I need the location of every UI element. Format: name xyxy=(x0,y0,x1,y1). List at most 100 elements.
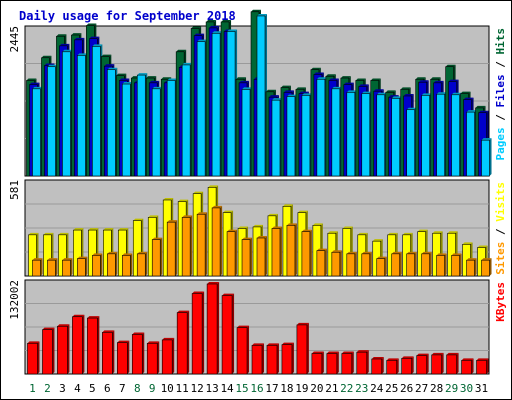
bar-kbytes-day-26-face xyxy=(401,358,412,375)
bar-sites-day-25-face xyxy=(391,253,401,277)
x-tick-label-day-9: 9 xyxy=(149,382,156,395)
chart-title: Daily usage for September 2018 xyxy=(19,9,236,23)
bar-kbytes-day-25-face xyxy=(386,360,398,375)
bar-kbytes-day-20-side xyxy=(321,351,324,374)
x-tick-label-day-8: 8 xyxy=(134,382,141,395)
bar-pages-day-12-face xyxy=(196,41,206,177)
bar-pages-day-29 xyxy=(451,92,462,177)
x-tick-label-day-13: 13 xyxy=(205,382,218,395)
bar-files-day-26-top xyxy=(403,93,414,96)
bar-visits-day-21-top xyxy=(327,231,338,234)
bar-kbytes-day-4-face xyxy=(72,316,83,375)
panel-kbytes: 132002 KBytes xyxy=(8,279,507,375)
bar-hits-day-6-top xyxy=(101,54,112,57)
bar-kbytes-day-13-face xyxy=(206,283,218,375)
bar-sites-day-9-side xyxy=(160,237,163,276)
bar-sites-day-14-face xyxy=(226,231,236,277)
bar-hits-day-12-top xyxy=(191,26,202,29)
bar-sites-day-23-top xyxy=(361,251,372,254)
bar-sites-day-27 xyxy=(421,251,432,277)
bar-visits-day-2-top xyxy=(43,232,54,235)
bar-sites-day-10 xyxy=(166,220,178,277)
bar-kbytes-day-18-side xyxy=(291,342,294,374)
bar-visits-day-27-top xyxy=(417,229,428,232)
bar-pages-day-29-top xyxy=(451,92,462,95)
bar-sites-day-30 xyxy=(466,258,477,277)
bar-sites-day-19-face xyxy=(301,231,311,277)
bar-kbytes-day-27-face xyxy=(416,355,427,375)
bar-sites-day-27-side xyxy=(429,251,432,276)
bar-sites-day-3-side xyxy=(70,258,73,276)
bar-hits-day-5-top xyxy=(86,23,97,26)
bar-sites-day-9 xyxy=(151,237,163,277)
bar-hits-day-2-top xyxy=(41,55,52,58)
bar-pages-day-18-face xyxy=(286,96,296,177)
bar-files-day-21-top xyxy=(328,78,339,81)
bar-pages-day-29-face xyxy=(451,94,460,177)
bar-kbytes-day-15-side xyxy=(247,325,250,374)
bar-kbytes-day-23 xyxy=(356,350,369,375)
bar-kbytes-day-28-face xyxy=(431,354,442,375)
bar-sites-day-21-top xyxy=(331,250,342,253)
bar-kbytes-day-18 xyxy=(281,342,294,375)
bar-kbytes-day-19 xyxy=(296,322,309,375)
bar-pages-day-17 xyxy=(271,98,282,177)
bar-pages-day-15-top xyxy=(242,87,253,90)
x-tick-label-day-22: 22 xyxy=(340,382,353,395)
bar-kbytes-day-31-side xyxy=(486,358,489,374)
bar-visits-day-18-top xyxy=(282,204,293,207)
bar-files-day-31-top xyxy=(478,110,489,113)
legend-separator: / xyxy=(494,108,507,128)
bar-pages-day-26 xyxy=(406,107,417,177)
bar-pages-day-2-face xyxy=(47,66,56,177)
bar-kbytes-day-16-top xyxy=(252,343,264,346)
bar-kbytes-day-16-face xyxy=(251,345,263,375)
x-tick-label-day-29: 29 xyxy=(445,382,458,395)
bar-visits-day-4-top xyxy=(73,228,84,231)
panel-visits: 581 Sites / Visits xyxy=(8,179,507,277)
bar-files-day-4-top xyxy=(74,37,85,40)
bar-pages-day-21-face xyxy=(331,88,341,177)
bar-kbytes-day-25 xyxy=(386,358,399,375)
bar-pages-day-8 xyxy=(136,73,148,177)
x-tick-label-day-12: 12 xyxy=(191,382,204,395)
x-tick-label-day-31: 31 xyxy=(475,382,488,395)
bar-kbytes-day-10-side xyxy=(172,337,175,374)
x-tick-label-day-25: 25 xyxy=(385,382,398,395)
bar-visits-day-29-top xyxy=(447,231,458,234)
x-tick-label-day-30: 30 xyxy=(460,382,473,395)
bar-kbytes-day-29-side xyxy=(456,352,459,374)
bar-kbytes-day-11-top xyxy=(177,310,190,313)
legend-separator: / xyxy=(494,55,507,75)
bar-kbytes-day-23-top xyxy=(356,350,369,353)
x-tick-label-day-1: 1 xyxy=(29,382,36,395)
bar-sites-day-25 xyxy=(391,251,402,277)
bar-files-day-27-top xyxy=(418,80,429,83)
bar-files-day-9-top xyxy=(149,80,160,83)
bar-kbytes-day-2-top xyxy=(42,327,55,330)
bar-kbytes-day-5-top xyxy=(87,316,100,319)
panel-visits-legend: Sites / Visits xyxy=(494,182,507,275)
bar-sites-day-18-face xyxy=(286,225,296,277)
bar-pages-day-16-face xyxy=(256,15,266,177)
bar-kbytes-day-26-side xyxy=(411,356,414,374)
bar-visits-day-13-top xyxy=(208,185,219,188)
legend-entry-pages: Pages xyxy=(494,127,507,160)
bar-sites-day-17-face xyxy=(271,228,281,277)
bar-sites-day-26-top xyxy=(406,251,417,254)
bar-sites-day-24-face xyxy=(376,258,386,277)
bar-kbytes-day-14-top xyxy=(222,293,235,296)
bar-pages-day-11-face xyxy=(181,64,191,177)
bar-pages-day-3-face xyxy=(62,51,71,177)
bar-kbytes-day-21-side xyxy=(336,351,339,374)
bar-sites-day-25-side xyxy=(399,251,402,276)
bar-kbytes-day-17-top xyxy=(266,343,279,346)
bar-sites-day-7 xyxy=(121,253,133,277)
bar-sites-day-7-face xyxy=(121,255,131,277)
bar-sites-day-28-top xyxy=(436,253,447,256)
bar-files-day-19-top xyxy=(298,91,309,94)
bar-files-day-17-top xyxy=(268,95,279,98)
bar-files-day-20-top xyxy=(313,72,324,75)
bar-sites-day-10-face xyxy=(166,221,176,277)
bar-sites-day-2 xyxy=(47,258,58,277)
